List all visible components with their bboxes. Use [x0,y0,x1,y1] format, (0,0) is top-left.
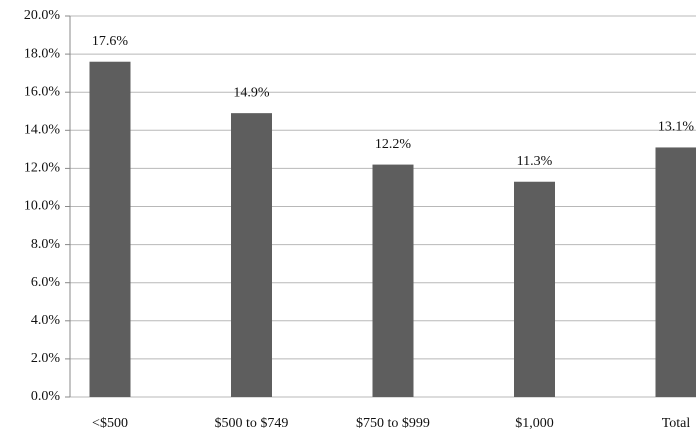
data-label: 12.2% [375,137,412,152]
y-tick-label: 2.0% [31,351,61,366]
bar [655,147,696,397]
y-tick-label: 12.0% [24,161,61,176]
x-tick-label: Total [662,416,691,431]
y-tick-label: 20.0% [24,8,61,23]
data-label: 11.3% [517,154,553,169]
data-label: 14.9% [233,85,270,100]
x-tick-label: <$500 [92,416,128,431]
bar [372,164,414,397]
y-tick-label: 6.0% [31,275,61,290]
bar [89,61,131,397]
y-tick-label: 10.0% [24,199,61,214]
data-label: 17.6% [92,34,129,49]
x-tick-label: $1,000 [515,416,554,431]
y-tick-label: 4.0% [31,313,61,328]
data-label: 13.1% [658,120,695,135]
y-tick-label: 0.0% [31,389,61,404]
x-tick-label: $500 to $749 [215,416,289,431]
bar [231,113,272,397]
y-tick-label: 8.0% [31,237,61,252]
y-tick-label: 14.0% [24,123,61,138]
y-tick-label: 18.0% [24,46,61,61]
y-tick-label: 16.0% [24,84,61,99]
x-tick-label: $750 to $999 [356,416,430,431]
bar [514,181,555,397]
